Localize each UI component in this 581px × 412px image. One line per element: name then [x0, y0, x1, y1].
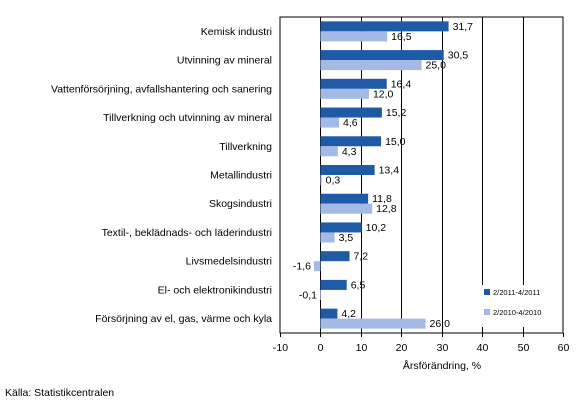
- value-label: 26,0: [430, 318, 451, 330]
- bar-2011: [320, 308, 338, 319]
- value-label: 3,5: [339, 232, 354, 244]
- value-label: 0,3: [326, 175, 341, 187]
- value-label: 7,2: [354, 251, 369, 263]
- value-label: 16,5: [391, 31, 412, 43]
- value-label: 30,5: [448, 50, 469, 62]
- value-label: 31,7: [453, 21, 474, 33]
- category-labels: Kemisk industri Utvinning av mineral Vatte…: [51, 26, 272, 325]
- x-tick-label: 40: [477, 342, 489, 354]
- bars: [313, 21, 449, 329]
- bar-2011: [320, 193, 369, 204]
- category-label: Vattenförsörjning, avfallshantering och …: [51, 83, 272, 95]
- x-tick-label: 0: [318, 342, 324, 354]
- x-tick-label: 20: [396, 342, 408, 354]
- category-label: Metallindustri: [210, 170, 272, 182]
- category-label: Textil-, beklädnads- och läderindustri: [102, 227, 272, 239]
- x-tick-label: 50: [518, 342, 530, 354]
- legend: 2/2011-4/2011 2/2010-4/2010: [482, 285, 561, 327]
- value-label: 6,5: [351, 279, 366, 291]
- source-note: Källa: Statistikcentralen: [5, 387, 115, 399]
- bar-2010: [320, 31, 388, 42]
- bar-2010: [320, 88, 369, 99]
- x-axis: -10 0 10 20 30 40 50 60: [273, 333, 570, 354]
- value-label: 12,8: [376, 203, 397, 215]
- x-tick-label: 60: [558, 342, 570, 354]
- value-label: 11,8: [372, 193, 392, 205]
- bar-2011: [320, 78, 387, 89]
- category-label: Försörjning av el, gas, värme och kyla: [95, 313, 272, 325]
- legend-swatch: [484, 309, 490, 315]
- value-label: 15,2: [386, 107, 407, 119]
- bar-2011: [320, 222, 362, 233]
- bar-2010: [320, 203, 373, 214]
- legend-box: [482, 285, 561, 327]
- bar-2011: [320, 165, 375, 175]
- category-label: El- och elektronikindustri: [158, 284, 272, 296]
- legend-swatch: [484, 289, 490, 295]
- x-tick-label: 30: [437, 342, 449, 354]
- value-label: 16,4: [391, 78, 412, 90]
- category-label: Livsmedelsindustri: [186, 256, 272, 268]
- category-label: Kemisk industri: [201, 26, 272, 38]
- legend-label: 2/2011-4/2011: [493, 288, 540, 297]
- category-label: Tillverkning och utvinning av mineral: [103, 112, 272, 124]
- value-label: 4,6: [343, 117, 358, 129]
- value-label: 4,2: [341, 308, 356, 320]
- category-label: Skogsindustri: [209, 198, 272, 210]
- category-label: Tillverkning: [219, 141, 272, 153]
- x-tick-label: 10: [356, 342, 368, 354]
- bar-2010: [320, 117, 340, 128]
- bar-2010: [320, 232, 335, 243]
- value-label: 13,4: [379, 165, 400, 177]
- bar-2010: [320, 175, 322, 185]
- bar-2010: [313, 261, 321, 272]
- bar-2011: [320, 136, 382, 147]
- bar-2011: [320, 107, 382, 118]
- value-label: 4,3: [342, 146, 357, 158]
- category-label: Utvinning av mineral: [177, 55, 272, 67]
- value-label: -1,6: [293, 261, 311, 273]
- value-label: 10,2: [366, 222, 387, 234]
- bar-2011: [320, 21, 449, 32]
- value-label: -0,1: [299, 289, 317, 301]
- bar-2010: [320, 60, 422, 71]
- bar-2010: [320, 318, 426, 329]
- bar-2011: [320, 50, 444, 61]
- value-labels: 31,7 16,5 30,525,0 16,412,0 15,2 4,6 15,0 4,3 13…: [293, 21, 473, 330]
- x-tick-label: -10: [273, 342, 288, 354]
- value-label: 25,0: [426, 60, 447, 72]
- value-label: 12,0: [373, 88, 394, 100]
- legend-label: 2/2010-4/2010: [493, 308, 541, 317]
- bar-2011: [320, 251, 350, 262]
- bar-2010: [320, 289, 321, 300]
- bar-2010: [320, 146, 338, 157]
- value-label: 15,0: [385, 136, 406, 148]
- bar-2011: [320, 279, 347, 290]
- plot-frame: [279, 16, 564, 334]
- x-axis-title: Årsförändring, %: [403, 359, 481, 372]
